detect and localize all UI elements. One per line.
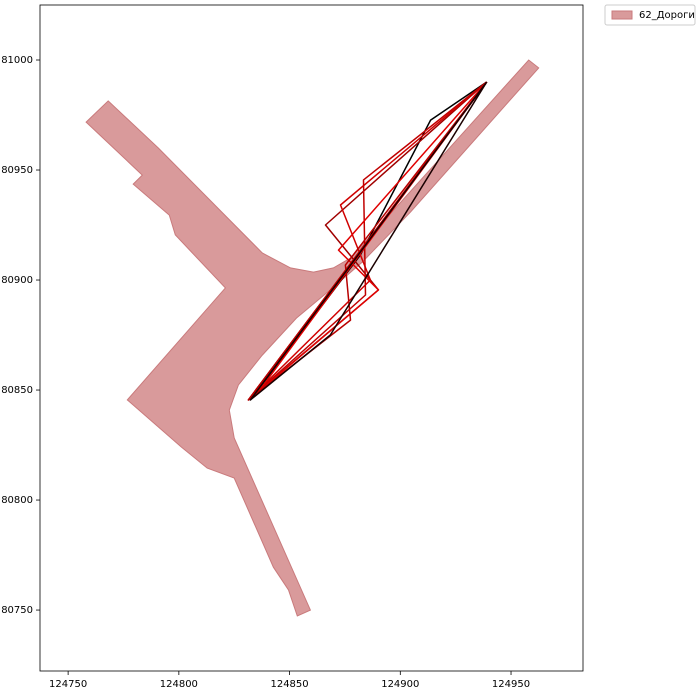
y-tick-label: 80800: [1, 495, 33, 506]
x-tick-label: 124850: [270, 679, 308, 690]
x-tick-label: 124900: [381, 679, 419, 690]
y-tick-label: 80950: [1, 165, 33, 176]
x-tick-label: 124950: [492, 679, 530, 690]
outline: [249, 81, 488, 401]
legend-swatch: [611, 10, 633, 20]
y-tick-label: 80900: [1, 275, 33, 286]
x-tick-label: 124800: [160, 679, 198, 690]
y-tick-label: 81000: [1, 55, 33, 66]
outline: [247, 81, 488, 401]
y-tick-label: 80850: [1, 385, 33, 396]
road-polygon: [85, 59, 540, 617]
x-tick-label: 124750: [49, 679, 87, 690]
legend-label: 62_Дороги: [639, 10, 695, 21]
outline: [257, 81, 488, 393]
legend-box: [604, 4, 696, 26]
y-tick-label: 80750: [1, 605, 33, 616]
plot-frame: [39, 4, 584, 672]
